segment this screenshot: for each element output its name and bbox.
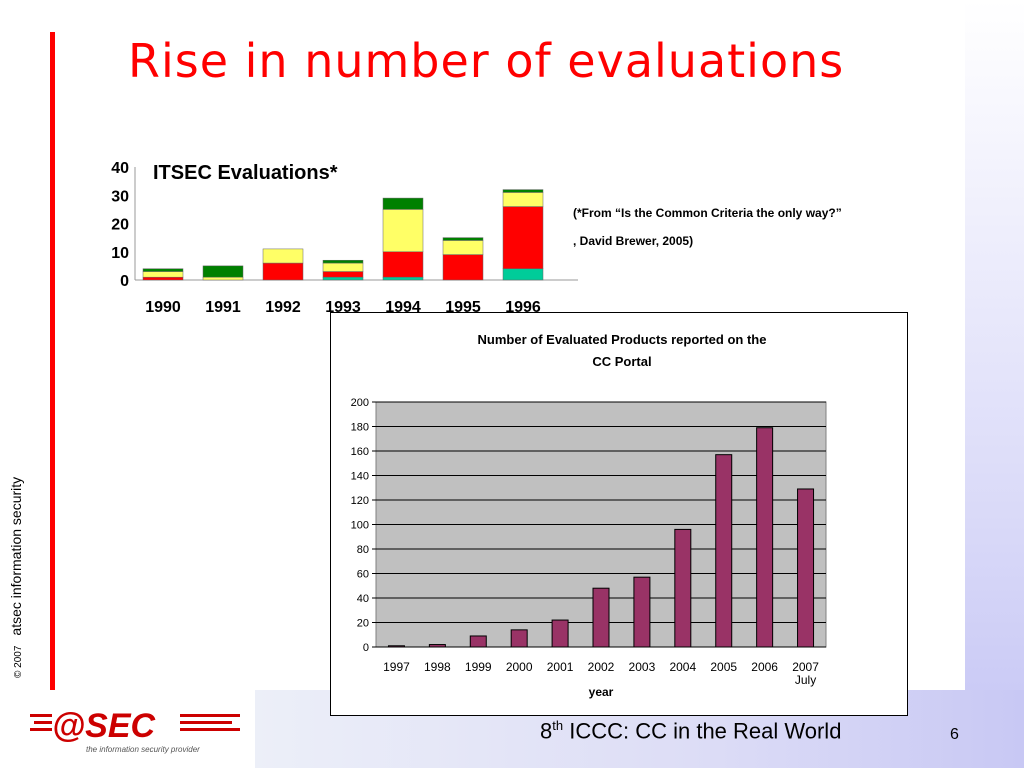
itsec-bar-segment — [382, 209, 424, 252]
cc-bar — [797, 488, 815, 648]
cc-portal-chart-frame: Number of Evaluated Products reported on… — [330, 312, 908, 716]
itsec-bar-segment — [322, 262, 364, 272]
footer-prefix: 8 — [540, 718, 553, 744]
itsec-bar-segment — [442, 240, 484, 255]
itsec-x-tick-label: 1990 — [145, 299, 181, 316]
cc-y-tick-label: 40 — [357, 593, 369, 605]
cc-y-tick-label: 20 — [357, 618, 369, 630]
cc-y-tick-label: 200 — [351, 397, 369, 409]
itsec-x-tick-label: 1992 — [265, 299, 301, 316]
logo-right-stripes — [180, 714, 240, 731]
slide-title: Rise in number of evaluations — [128, 34, 845, 88]
cc-bar — [592, 587, 610, 648]
cc-x-tick-label: 1998 — [424, 660, 451, 674]
itsec-bar-segment — [502, 192, 544, 207]
itsec-x-tick-label: 1996 — [505, 299, 541, 316]
itsec-bar-segment — [382, 276, 424, 281]
cc-x-tick-label: 2007 — [792, 660, 819, 674]
cc-bar — [469, 635, 487, 648]
cc-x-tick-label: 1999 — [465, 660, 492, 674]
cc-x-tick-label: 2004 — [669, 660, 696, 674]
itsec-y-tick-label: 10 — [111, 245, 129, 262]
cc-y-tick-label: 0 — [363, 642, 369, 654]
itsec-bar-segment — [322, 271, 364, 278]
itsec-y-tick-label: 0 — [120, 273, 129, 290]
footer-superscript: th — [552, 718, 564, 733]
cc-x-axis-title: year — [589, 685, 614, 699]
itsec-bar-segment — [202, 276, 244, 281]
cc-bar — [756, 427, 774, 648]
itsec-bar-segment — [322, 259, 364, 264]
itsec-bar-segment — [262, 262, 304, 281]
cc-y-tick-label: 60 — [357, 569, 369, 581]
cc-x-tick-label: 2002 — [588, 660, 615, 674]
cc-x-axis-note: July — [795, 673, 816, 687]
itsec-bar-segment — [142, 276, 184, 281]
cc-y-tick-label: 140 — [351, 471, 369, 483]
background-gradient-right — [965, 0, 1024, 768]
itsec-bar-segment — [262, 248, 304, 264]
itsec-bar-segment — [502, 268, 544, 281]
logo-left-stripes — [30, 714, 52, 731]
citation-line-1: (*From “Is the Common Criteria the only … — [573, 206, 842, 220]
itsec-bar-segment — [322, 276, 364, 281]
cc-y-tick-label: 100 — [351, 520, 369, 532]
cc-y-tick-label: 180 — [351, 422, 369, 434]
logo-tagline: the information security provider — [86, 745, 200, 754]
itsec-bar-segment — [442, 254, 484, 281]
atsec-logo: @SEC the information security provider — [30, 707, 240, 754]
cc-x-tick-label: 2005 — [710, 660, 737, 674]
copyright-org: atsec information security — [8, 476, 24, 636]
cc-bar — [551, 619, 569, 648]
page-number: 6 — [950, 726, 959, 743]
cc-bar — [387, 645, 405, 648]
red-accent-bar — [50, 32, 55, 690]
cc-x-tick-label: 2000 — [506, 660, 533, 674]
citation-line-2: , David Brewer, 2005) — [573, 234, 694, 248]
itsec-x-tick-label: 1991 — [205, 299, 241, 316]
cc-x-tick-label: 1997 — [383, 660, 410, 674]
cc-bar — [428, 644, 446, 648]
itsec-bar-segment — [202, 265, 244, 278]
footer-rest: ICCC: CC in the Real World — [563, 718, 842, 744]
cc-bar — [510, 629, 528, 648]
itsec-x-tick-label: 1993 — [325, 299, 361, 316]
itsec-y-tick-label: 20 — [111, 217, 129, 234]
cc-bar — [674, 528, 692, 648]
itsec-bar-segment — [442, 237, 484, 241]
cc-y-tick-label: 160 — [351, 446, 369, 458]
cc-bar — [715, 454, 733, 648]
itsec-bar-segment — [142, 268, 184, 272]
itsec-bar-segment — [382, 197, 424, 210]
logo-wordmark: @SEC — [52, 707, 156, 745]
cc-x-tick-label: 2001 — [547, 660, 574, 674]
itsec-chart: ITSEC Evaluations* 0 10 20 30 40 1990 1991 199… — [111, 160, 578, 316]
cc-chart-title-line-2: CC Portal — [592, 354, 651, 369]
cc-y-tick-label: 120 — [351, 495, 369, 507]
cc-bar — [633, 576, 651, 648]
copyright-year: © 2007 — [13, 645, 24, 678]
itsec-x-tick-label: 1995 — [445, 299, 481, 316]
cc-y-tick-label: 80 — [357, 544, 369, 556]
cc-portal-chart: Number of Evaluated Products reported on… — [351, 332, 827, 699]
itsec-x-tick-label: 1994 — [385, 299, 421, 316]
cc-chart-title-line-1: Number of Evaluated Products reported on… — [478, 332, 767, 347]
itsec-bar-segment — [142, 271, 184, 278]
cc-x-tick-label: 2006 — [751, 660, 778, 674]
itsec-y-tick-label: 40 — [111, 160, 129, 177]
copyright-notice: © 2007 atsec information security — [8, 477, 24, 678]
itsec-chart-title: ITSEC Evaluations* — [153, 162, 338, 184]
footer-text: 8th ICCC: CC in the Real World — [540, 718, 841, 744]
cc-x-tick-label: 2003 — [629, 660, 656, 674]
itsec-y-tick-label: 30 — [111, 188, 129, 205]
itsec-bar-segment — [382, 251, 424, 278]
itsec-bar-segment — [502, 189, 544, 193]
itsec-bar-segment — [502, 206, 544, 269]
